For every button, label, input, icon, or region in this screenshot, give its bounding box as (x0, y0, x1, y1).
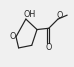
Text: O: O (46, 43, 52, 52)
Text: O: O (56, 11, 63, 20)
Text: OH: OH (23, 10, 36, 19)
Text: O: O (9, 32, 16, 41)
